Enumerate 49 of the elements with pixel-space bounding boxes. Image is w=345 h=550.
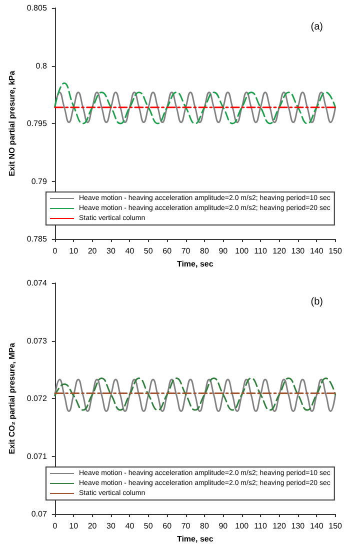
line-series — [54, 82, 336, 124]
x-tick-label: 30 — [106, 246, 116, 256]
x-tick-label: 70 — [181, 246, 191, 256]
x-tick-label: 110 — [254, 246, 268, 256]
x-tick-label: 50 — [144, 522, 154, 530]
x-tick-label: 60 — [162, 246, 172, 256]
x-tick-label: 10 — [69, 522, 79, 530]
x-tick-label: 10 — [69, 246, 79, 256]
x-tick-label: 20 — [88, 246, 98, 256]
x-tick-label: 120 — [272, 246, 286, 256]
x-tick-label: 110 — [254, 522, 268, 530]
y-tick-label: 0.071 — [26, 452, 48, 461]
y-tick-label: 0.07 — [31, 510, 48, 518]
x-tick-label: 80 — [200, 246, 210, 256]
y-tick-label: 0.8 — [36, 61, 48, 70]
x-tick-label: 0 — [52, 246, 58, 256]
x-axis-title: Time, sec — [176, 259, 214, 268]
x-axis-title: Time, sec — [176, 534, 214, 544]
x-tick-label: 0 — [52, 522, 58, 530]
x-tick-label: 120 — [272, 522, 286, 530]
x-tick-label: 130 — [291, 522, 306, 530]
x-tick-label: 140 — [310, 522, 324, 530]
x-tick-label: 150 — [328, 246, 343, 256]
x-tick-label: 140 — [310, 246, 324, 256]
y-tick-label: 0.074 — [26, 278, 48, 288]
x-tick-label: 50 — [144, 246, 154, 256]
y-axis-title: Exit NO partial presure, kPa — [8, 70, 16, 176]
x-tick-label: 100 — [235, 246, 250, 256]
x-tick-label: 40 — [125, 246, 135, 256]
x-tick-label: 90 — [218, 522, 228, 530]
x-tick-label: 90 — [218, 246, 228, 256]
x-tick-label: 80 — [200, 522, 210, 530]
x-tick-label: 100 — [235, 522, 250, 530]
y-tick-label: 0.79 — [31, 176, 48, 186]
y-tick-label: 0.795 — [26, 119, 48, 128]
x-tick-label: 30 — [106, 522, 116, 530]
y-axis-title: Exit CO₂ partial presure, MPa — [8, 342, 16, 454]
y-tick-label: 0.072 — [26, 394, 48, 403]
y-tick-label: 0.805 — [26, 4, 48, 12]
x-tick-label: 150 — [328, 522, 343, 530]
x-tick-label: 60 — [162, 522, 172, 530]
annotation: (b) — [310, 296, 324, 308]
x-tick-label: 40 — [125, 522, 135, 530]
y-tick-label: 0.785 — [26, 234, 48, 244]
x-tick-label: 20 — [88, 522, 98, 530]
x-tick-label: 70 — [181, 522, 191, 530]
y-tick-label: 0.073 — [26, 336, 48, 346]
x-tick-label: 130 — [291, 246, 306, 256]
annotation: (a) — [310, 22, 324, 32]
